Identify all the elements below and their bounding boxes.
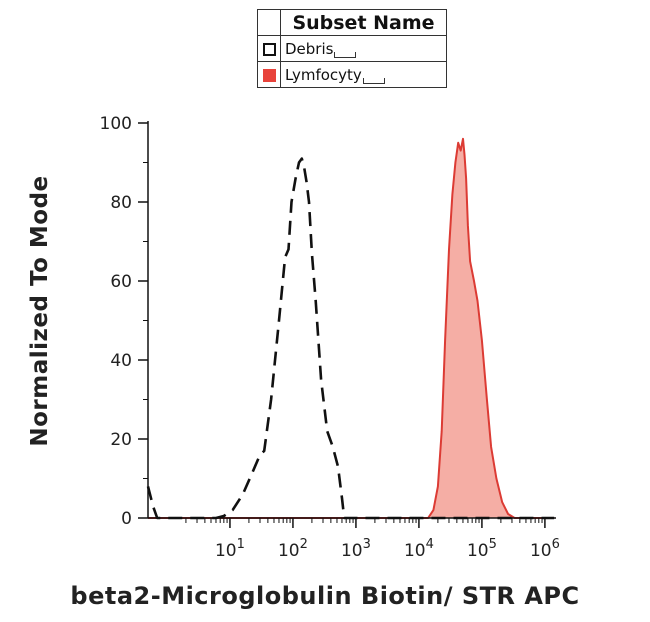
legend-label-debris: Debris [285, 39, 334, 58]
legend-swatch-debris [262, 43, 276, 56]
y-tick-label: 100 [100, 114, 132, 134]
x-tick-label: 105 [467, 537, 497, 561]
y-tick-label: 40 [110, 351, 132, 371]
legend-header-row: Subset Name [257, 9, 447, 36]
y-tick-label: 80 [110, 193, 132, 213]
series-area-lymfocyty [148, 138, 555, 519]
x-axis-label: beta2-Microglobulin Biotin/ STR APC [70, 582, 580, 610]
legend-marker-icon [334, 51, 357, 58]
legend-header: Subset Name [280, 9, 447, 36]
legend-swatch-lymfocyty [262, 69, 276, 82]
legend-label-lymfocyty: Lymfocyty [285, 65, 362, 84]
x-tick-label: 106 [530, 537, 560, 561]
legend-row-lymfocyty: Lymfocyty [257, 61, 447, 88]
x-tick-label: 102 [278, 537, 308, 561]
y-axis-label: Normalized To Mode [27, 175, 53, 447]
legend-marker-icon [362, 77, 385, 84]
legend: Subset Name Debris Lymfocyty [257, 9, 447, 88]
y-tick-label: 0 [121, 509, 132, 529]
x-tick-label: 103 [341, 537, 371, 561]
x-tick-label: 101 [215, 537, 245, 561]
series-line-lymfocyty [148, 137, 555, 519]
x-tick-label: 104 [404, 537, 434, 561]
y-tick-label: 60 [110, 272, 132, 292]
y-tick-label: 20 [110, 430, 132, 450]
